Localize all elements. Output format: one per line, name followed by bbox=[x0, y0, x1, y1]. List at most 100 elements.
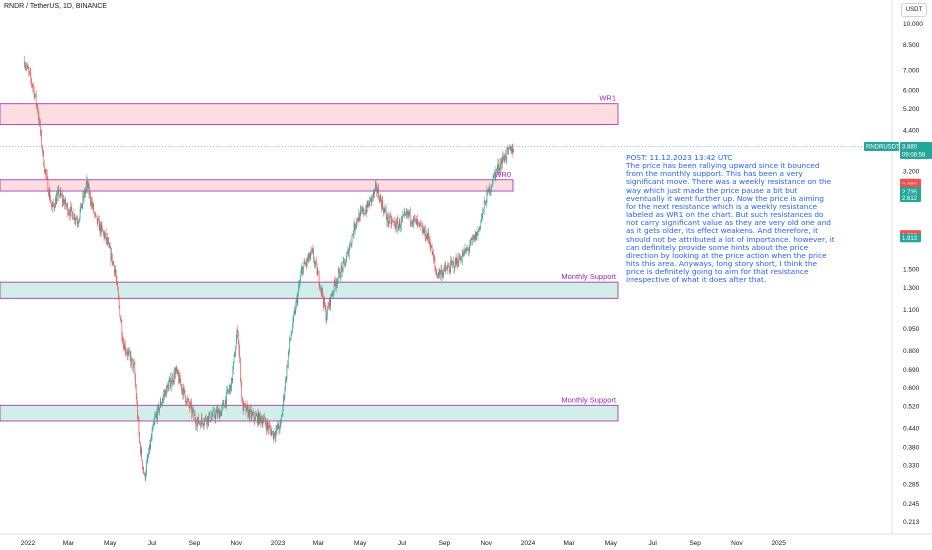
candle-body bbox=[396, 220, 398, 222]
candle-body bbox=[395, 227, 397, 229]
candle-body bbox=[76, 218, 77, 220]
candle-body bbox=[303, 266, 304, 274]
candle-body bbox=[27, 65, 29, 70]
currency-unit-button[interactable]: USDT bbox=[901, 3, 927, 17]
candle-body bbox=[284, 389, 286, 398]
zone-label: Monthly Support bbox=[561, 395, 617, 404]
support-zone[interactable] bbox=[0, 404, 619, 422]
candle-body bbox=[484, 201, 486, 203]
candle-body bbox=[370, 197, 371, 199]
candle-body bbox=[136, 397, 138, 404]
candle-body bbox=[279, 421, 281, 430]
candle-body bbox=[268, 425, 269, 430]
candle-body bbox=[433, 258, 435, 261]
candle-body bbox=[220, 411, 222, 416]
candle-body bbox=[488, 186, 490, 192]
candle-body bbox=[242, 398, 243, 403]
candle-body bbox=[52, 202, 53, 208]
candle-body bbox=[50, 200, 51, 203]
candle-body bbox=[479, 226, 481, 228]
candle-body bbox=[490, 191, 491, 194]
candle-body bbox=[238, 342, 240, 351]
candle-body bbox=[196, 424, 197, 427]
resistance-zone[interactable] bbox=[0, 103, 619, 125]
candle-body bbox=[297, 292, 299, 304]
candle-body bbox=[235, 349, 236, 357]
candle-body bbox=[277, 424, 279, 430]
candle-body bbox=[130, 356, 132, 365]
candle-body bbox=[337, 278, 338, 284]
candle-body bbox=[204, 418, 206, 424]
candle-body bbox=[162, 397, 164, 402]
candle-body bbox=[122, 342, 124, 345]
price-axis[interactable]: 10.0008.5007.0006.0005.2004.4003.8003.20… bbox=[903, 21, 923, 526]
candle-body bbox=[429, 240, 431, 248]
candle-body bbox=[294, 310, 296, 314]
candle-body bbox=[348, 249, 349, 256]
candle-body bbox=[127, 351, 129, 356]
price-tick-label: 0.330 bbox=[903, 463, 920, 470]
time-axis[interactable]: 2022 Mar May Jul Sep Nov 2023 Mar May Jul Sep Nov 20… bbox=[21, 540, 787, 547]
candle-body bbox=[157, 406, 158, 420]
candle-body bbox=[227, 389, 229, 392]
candle-body bbox=[500, 163, 501, 169]
candle-body bbox=[291, 332, 292, 336]
time-tick-label: Sep bbox=[439, 540, 451, 547]
candle-body bbox=[435, 270, 437, 275]
candle-body bbox=[105, 232, 106, 235]
candle-body bbox=[279, 428, 280, 430]
candle-body bbox=[231, 378, 232, 392]
candle-body bbox=[91, 201, 92, 206]
price-tick-label: 0.285 bbox=[903, 482, 920, 489]
candle-body bbox=[446, 268, 448, 271]
candle-body bbox=[153, 424, 154, 426]
time-tick-label: Sep bbox=[689, 540, 701, 547]
candle-body bbox=[59, 195, 60, 197]
candle-body bbox=[179, 375, 181, 384]
candle-body bbox=[363, 208, 364, 215]
candle-body bbox=[224, 405, 225, 408]
candle-body bbox=[507, 148, 508, 149]
candle-body bbox=[81, 203, 82, 209]
candle-body bbox=[180, 383, 182, 385]
candle-body bbox=[298, 286, 299, 293]
candle-body bbox=[173, 372, 175, 382]
candle-body bbox=[68, 212, 69, 215]
candle-body bbox=[82, 195, 84, 205]
candle-body bbox=[60, 191, 62, 196]
candle-body bbox=[511, 146, 512, 154]
candle-body bbox=[35, 94, 37, 104]
candle-body bbox=[167, 386, 169, 392]
candle-body bbox=[74, 219, 76, 221]
candle-body bbox=[402, 216, 403, 220]
resistance-zone[interactable] bbox=[0, 179, 514, 192]
candle-body bbox=[342, 260, 344, 272]
candle-body bbox=[450, 260, 451, 273]
candle-body bbox=[426, 234, 427, 240]
price-tag-label: 2.735 bbox=[902, 190, 918, 196]
candle-body bbox=[264, 417, 265, 419]
candle-body bbox=[123, 344, 125, 351]
candle-body bbox=[178, 375, 179, 383]
support-zone[interactable] bbox=[0, 281, 619, 299]
candle-body bbox=[29, 72, 31, 73]
candle-body bbox=[356, 218, 358, 224]
candle-body bbox=[153, 421, 155, 425]
candle-body bbox=[83, 191, 85, 199]
candle-body bbox=[166, 385, 167, 397]
candle-body bbox=[322, 288, 323, 298]
candle-body bbox=[453, 261, 455, 269]
candle-body bbox=[292, 316, 294, 328]
candle-body bbox=[468, 248, 470, 251]
candle-body bbox=[112, 261, 114, 264]
candle-body bbox=[154, 417, 156, 422]
candle-body bbox=[266, 425, 267, 431]
candle-body bbox=[110, 247, 112, 261]
candle-body bbox=[406, 211, 408, 215]
candle-body bbox=[504, 153, 506, 162]
candle-body bbox=[389, 215, 390, 223]
candle-body bbox=[247, 407, 249, 417]
candle-body bbox=[214, 410, 215, 417]
candle-body bbox=[57, 191, 58, 196]
